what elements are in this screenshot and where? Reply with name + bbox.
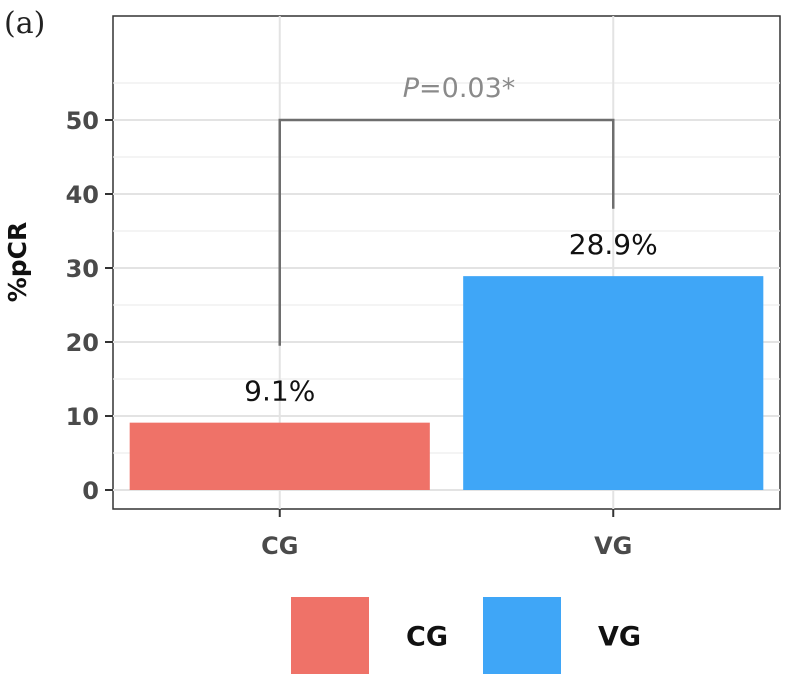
significance-bracket [278, 118, 615, 346]
x-axis-ticks: CG VG [261, 509, 632, 560]
y-tick-label: 0 [82, 477, 99, 505]
legend-label-cg: CG [406, 622, 448, 653]
bar-cg [129, 422, 430, 490]
bracket-line [278, 118, 615, 346]
p-value-label: P=0.03* [403, 73, 516, 104]
y-axis-ticks: 0 10 20 30 40 50 [66, 107, 113, 505]
y-tick-label: 10 [66, 403, 99, 431]
x-tick-label: CG [261, 532, 298, 560]
legend-label-vg: VG [598, 622, 641, 653]
legend-key-vg [483, 597, 561, 674]
y-axis-title: %pCR [3, 222, 32, 303]
data-label-vg: 28.9% [569, 228, 658, 261]
p-symbol: P [403, 73, 420, 104]
bar-data-labels: 9.1% 28.9% [244, 228, 658, 408]
y-tick-label: 40 [66, 181, 99, 209]
data-label-cg: 9.1% [244, 375, 315, 408]
bars [129, 276, 764, 490]
panel-label: (a) [4, 6, 45, 41]
p-value: =0.03* [419, 73, 515, 104]
y-tick-label: 30 [66, 255, 99, 283]
legend: CG VG [291, 597, 641, 674]
y-tick-label: 20 [66, 329, 99, 357]
y-tick-label: 50 [66, 107, 99, 135]
legend-key-cg [291, 597, 369, 674]
bar-vg [463, 276, 764, 490]
x-tick-label: VG [594, 532, 632, 560]
